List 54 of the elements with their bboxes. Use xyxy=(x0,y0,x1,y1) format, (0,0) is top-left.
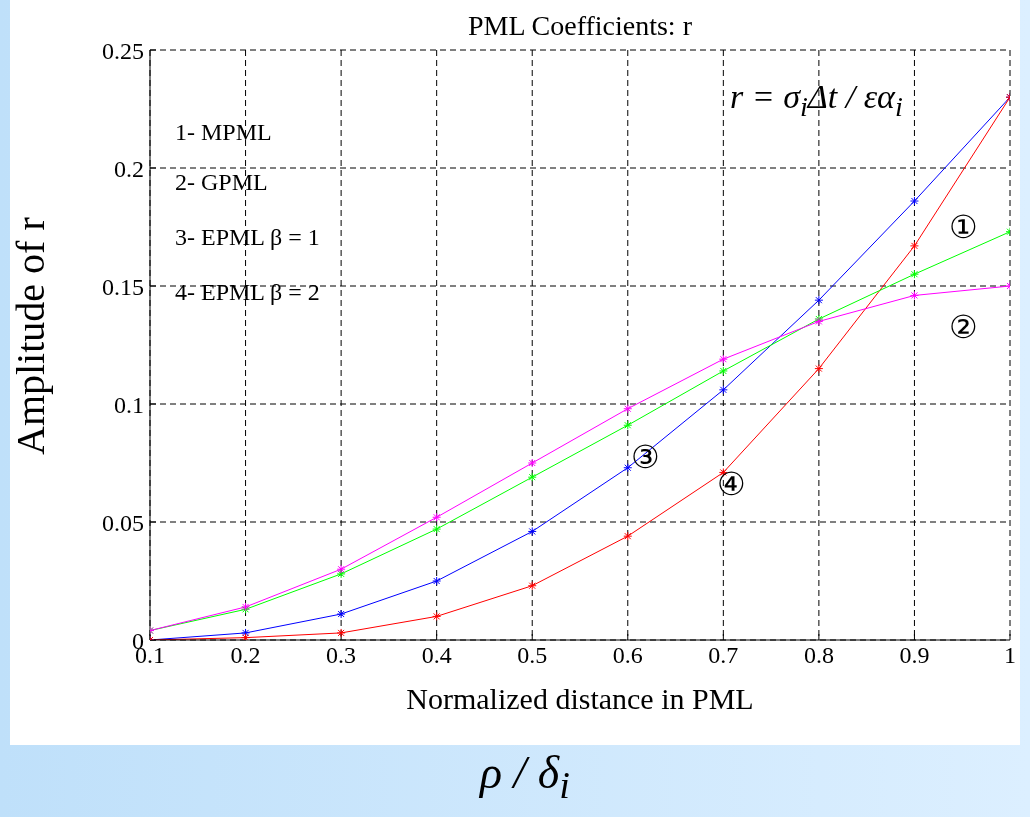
y-axis-title: Amplitude of r xyxy=(8,217,54,455)
annotation: 2- GPML xyxy=(175,169,268,195)
x-tick-label: 0.2 xyxy=(230,642,261,669)
point xyxy=(527,458,537,468)
point xyxy=(432,576,442,586)
point xyxy=(814,364,824,374)
annotation: ③ xyxy=(630,439,660,476)
point xyxy=(718,366,728,376)
point xyxy=(909,269,919,279)
point xyxy=(909,290,919,300)
x-axis-title: Normalized distance in PML xyxy=(406,682,754,716)
point xyxy=(527,526,537,536)
annotation: ① xyxy=(948,209,978,245)
annotation: r = σ$_{i}$Δt / εα$_{i}$ xyxy=(730,78,903,122)
annotation: ④ xyxy=(716,465,746,502)
point xyxy=(718,385,728,395)
point xyxy=(336,564,346,574)
annotation: ② xyxy=(948,309,978,346)
y-tick-label: 0.05 xyxy=(102,509,144,536)
annotation: 4- EPML β = 2 xyxy=(175,279,320,305)
point xyxy=(527,472,537,482)
point xyxy=(527,581,537,591)
x-tick-label: 0.7 xyxy=(708,642,739,669)
point xyxy=(623,420,633,430)
y-tick-label: 0.1 xyxy=(114,391,144,418)
x-tick-label: 0.6 xyxy=(612,642,643,669)
point xyxy=(623,531,633,541)
point xyxy=(623,463,633,473)
chart-title: PML Coefficients: r xyxy=(467,10,693,42)
point xyxy=(432,611,442,621)
point xyxy=(909,241,919,251)
point xyxy=(336,609,346,619)
point xyxy=(814,295,824,305)
point xyxy=(718,354,728,364)
point xyxy=(241,633,251,640)
text: ρ / δ$_{i}$ xyxy=(480,747,570,807)
point xyxy=(336,628,346,638)
annotation: 1- MPML xyxy=(175,119,272,145)
y-tick-label: 0.2 xyxy=(114,155,144,182)
x-tick-label: 0.8 xyxy=(803,642,834,669)
x-tick-label: 0.5 xyxy=(517,642,548,669)
y-tick-label: 0.25 xyxy=(102,37,144,64)
x-tick-label: 0.3 xyxy=(326,642,357,669)
y-tick-label: 0.15 xyxy=(102,273,144,300)
x-tick-label: 1 xyxy=(1004,642,1016,669)
x-tick-label: 0.9 xyxy=(899,642,930,669)
x-tick-label: 0.4 xyxy=(421,642,452,669)
point xyxy=(336,569,346,579)
point xyxy=(623,404,633,414)
point xyxy=(432,524,442,534)
point xyxy=(909,196,919,206)
point xyxy=(432,512,442,522)
annotation: 3- EPML β = 1 xyxy=(175,224,320,250)
point xyxy=(241,628,251,638)
